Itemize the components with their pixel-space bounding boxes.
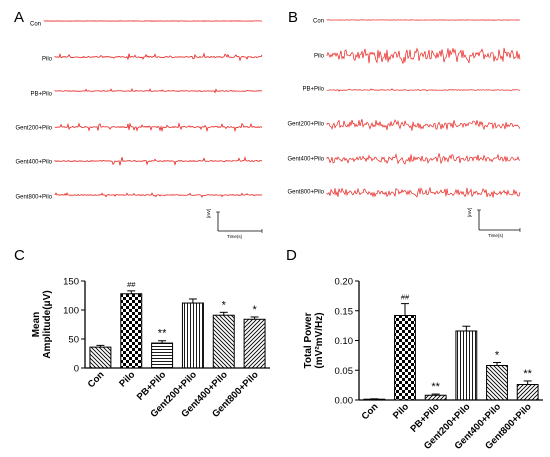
- eeg-trace: [326, 47, 521, 64]
- bar: [181, 302, 204, 369]
- bar: [151, 342, 174, 369]
- eeg-trace: [54, 122, 263, 133]
- trace-label: Pilo: [314, 54, 325, 60]
- y-axis-label: Mean: [31, 312, 42, 338]
- trace-label: Gent200+Pilo: [287, 122, 324, 128]
- bar: [89, 346, 112, 369]
- bar: [394, 315, 416, 401]
- y-tick-label: 0.05: [335, 366, 354, 377]
- panel-a: A Con Pilo PB+Pilo Gent200+Pilo Gent400+…: [14, 9, 263, 239]
- scale-y-label: [mV]: [206, 209, 211, 218]
- trace-label: Gent200+Pilo: [15, 126, 52, 132]
- significance-label: *: [222, 299, 227, 311]
- category-label: Pilo: [391, 401, 411, 421]
- significance-label: ##: [401, 293, 410, 302]
- panel-d: D 0.00 0.05 0.10 0.15 0.20 Total Power (mV²mV/…: [286, 247, 543, 452]
- trace-label: PB+Pilo: [30, 92, 52, 98]
- bar: [424, 394, 447, 401]
- y-axis-label: Total Power: [303, 312, 314, 368]
- trace-label: PB+Pilo: [302, 87, 324, 93]
- y-axis-label: Amplitude(μV): [42, 290, 53, 358]
- trace-label: Gent400+Pilo: [287, 157, 324, 163]
- category-label: Con: [86, 369, 107, 390]
- trace-label: Gent800+Pilo: [15, 195, 52, 201]
- eeg-trace: [326, 119, 521, 131]
- y-tick-label: 0.10: [335, 336, 354, 347]
- panel-c-letter: C: [14, 247, 25, 264]
- eeg-trace: [54, 52, 263, 62]
- bar: [120, 293, 143, 369]
- scale-y-label: [mV]: [467, 208, 472, 217]
- bar: [243, 318, 266, 369]
- y-tick-label: 0.00: [335, 396, 354, 407]
- eeg-trace: [54, 192, 263, 198]
- significance-label: **: [523, 368, 532, 380]
- trace-label: Con: [30, 22, 41, 28]
- y-tick-label: 0.15: [335, 306, 354, 317]
- bar: [516, 384, 539, 401]
- category-label: Pilo: [117, 369, 137, 389]
- category-label: Con: [360, 401, 381, 422]
- significance-label: ##: [127, 280, 136, 289]
- bar-chart-d: 0.00 0.05 0.10 0.15 0.20 Total Power (mV²mV/Hz…: [303, 277, 543, 452]
- trace-label: Pilo: [42, 57, 53, 63]
- y-tick-label: 100: [63, 306, 79, 317]
- panel-b: B Con Pilo PB+Pilo Gent200+Pilo Gent400+…: [287, 9, 521, 238]
- scale-bar: [mV] Time(s): [467, 208, 521, 238]
- eeg-trace: [54, 88, 263, 94]
- scale-bar: [mV] Time(s): [206, 209, 263, 239]
- panel-b-letter: B: [288, 9, 298, 26]
- eeg-trace: [326, 153, 521, 165]
- eeg-trace: [326, 88, 521, 92]
- y-axis-label: (mV²mV/Hz): [314, 312, 325, 368]
- eeg-trace: [326, 186, 521, 198]
- scale-x-label: Time(s): [227, 234, 243, 239]
- y-tick-label: 150: [63, 277, 79, 288]
- significance-label: **: [431, 381, 440, 393]
- significance-label: *: [495, 350, 500, 362]
- significance-label: *: [252, 304, 257, 316]
- trace-label: Gent800+Pilo: [287, 190, 324, 196]
- y-tick-label: 0.20: [335, 277, 354, 288]
- trace-label: Con: [313, 19, 324, 25]
- bar: [212, 314, 235, 369]
- eeg-trace: [54, 156, 263, 166]
- y-tick-label: 0: [74, 364, 79, 375]
- significance-label: **: [158, 328, 167, 340]
- bar: [455, 330, 478, 401]
- y-tick-label: 50: [68, 335, 79, 346]
- trace-label: Gent400+Pilo: [15, 160, 52, 166]
- scale-x-label: Time(s): [488, 233, 504, 238]
- panel-a-letter: A: [14, 9, 24, 26]
- bar: [486, 364, 508, 401]
- panel-d-letter: D: [286, 247, 297, 264]
